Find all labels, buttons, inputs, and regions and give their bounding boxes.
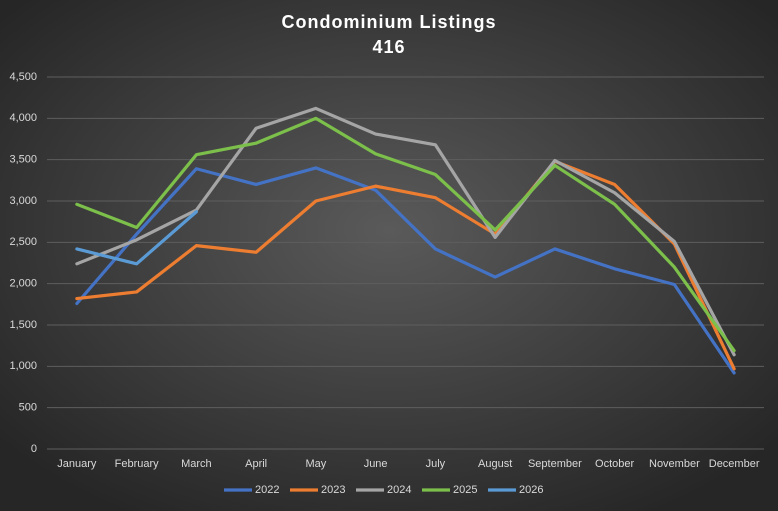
y-tick-label: 4,500 <box>9 71 37 83</box>
y-tick-label: 4,000 <box>9 112 37 124</box>
chart-subtitle: 416 <box>372 37 405 57</box>
x-tick-label: June <box>364 458 388 470</box>
x-tick-label: July <box>426 458 446 470</box>
x-tick-label: September <box>528 458 582 470</box>
x-tick-label: March <box>181 458 212 470</box>
y-tick-label: 2,500 <box>9 236 37 248</box>
line-series <box>75 159 736 371</box>
line-series <box>75 116 736 353</box>
legend-label: 2026 <box>519 484 543 496</box>
y-tick-label: 1,500 <box>9 319 37 331</box>
x-tick-label: February <box>115 458 160 470</box>
x-tick-label: October <box>595 458 634 470</box>
y-tick-label: 0 <box>31 443 37 455</box>
y-tick-label: 1,000 <box>9 360 37 372</box>
y-tick-label: 500 <box>19 402 37 414</box>
legend-label: 2024 <box>387 484 411 496</box>
y-tick-label: 3,000 <box>9 195 37 207</box>
x-tick-label: May <box>305 458 326 470</box>
legend-label: 2022 <box>255 484 279 496</box>
x-tick-label: January <box>57 458 97 470</box>
x-tick-label: August <box>478 458 512 470</box>
y-tick-label: 3,500 <box>9 154 37 166</box>
y-tick-label: 2,000 <box>9 278 37 290</box>
legend-label: 2025 <box>453 484 477 496</box>
line-series <box>75 210 198 266</box>
legend-label: 2023 <box>321 484 345 496</box>
x-tick-label: April <box>245 458 267 470</box>
x-tick-label: November <box>649 458 700 470</box>
chart-title: Condominium Listings <box>282 12 497 32</box>
line-series <box>75 106 736 357</box>
x-tick-label: December <box>709 458 760 470</box>
line-series <box>75 166 736 375</box>
